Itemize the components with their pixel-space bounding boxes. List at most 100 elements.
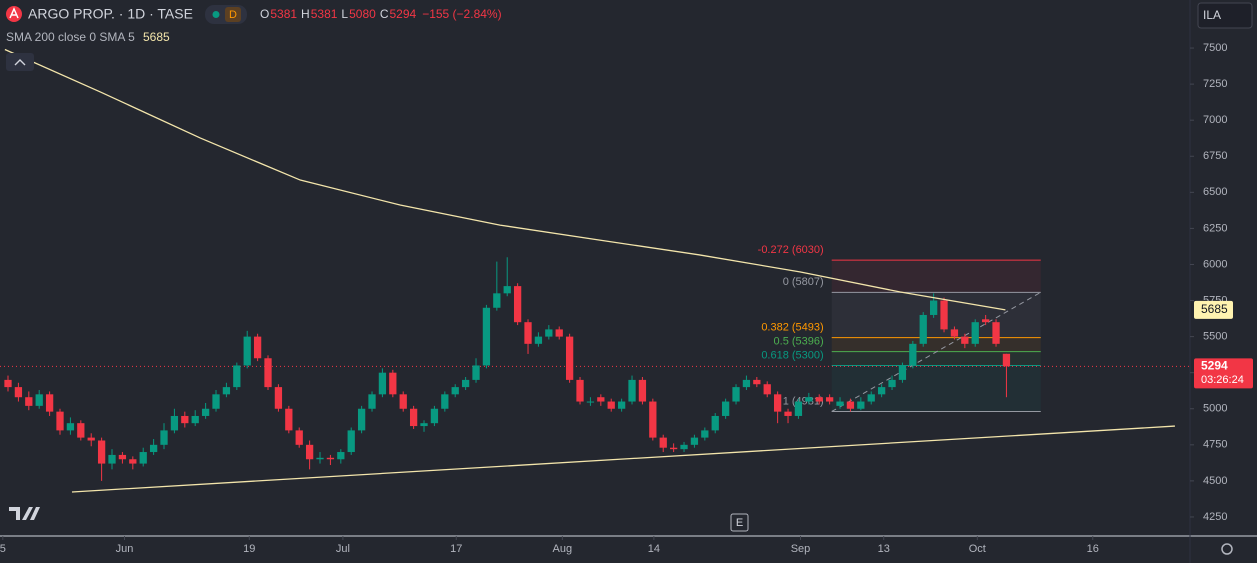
y-tick-label: 7000: [1203, 114, 1227, 126]
candle-body: [295, 430, 303, 445]
candle-body: [628, 379, 636, 402]
candle-body: [212, 394, 220, 409]
candle-body: [857, 401, 865, 409]
y-tick-label: 6000: [1203, 258, 1227, 270]
candle-body: [545, 329, 553, 337]
candle-body: [378, 372, 387, 395]
candle-body: [981, 319, 990, 323]
candle-body: [4, 379, 12, 388]
candle-body: [139, 452, 147, 464]
candle-body: [233, 365, 241, 388]
candle-body: [253, 336, 262, 359]
candle-body: [919, 314, 927, 344]
sma-price-tag-label: 5685: [1201, 302, 1228, 316]
candle-body: [836, 401, 844, 406]
event-marker[interactable]: E: [736, 517, 743, 529]
candle-body: [576, 379, 584, 402]
candle-body: [368, 394, 376, 409]
candle-body: [87, 437, 95, 441]
candle-body: [118, 454, 127, 460]
x-tick-label: Jul: [336, 543, 350, 555]
y-tick-label: 6500: [1203, 186, 1227, 198]
candle-body: [524, 322, 532, 344]
settings-icon[interactable]: [1221, 543, 1233, 555]
candle-body: [721, 401, 730, 416]
chevron-icon: [14, 59, 26, 66]
x-tick-label: Oct: [969, 543, 986, 555]
ohlc-legend: O 5381 H 5381 L 5080 C 5294 −155 (−2.84%): [260, 7, 502, 21]
candle-body: [513, 286, 522, 323]
x-tick-label: 14: [648, 543, 660, 555]
candle-body: [285, 408, 293, 431]
fib-zone: [831, 292, 1041, 338]
candle-body: [649, 401, 657, 438]
y-tick-label: 4750: [1203, 439, 1227, 451]
price-change: −155 (−2.84%): [422, 7, 501, 21]
candle-body: [77, 423, 85, 438]
candle-body: [742, 379, 751, 388]
fib-label: 1 (4981): [783, 395, 824, 407]
x-tick-label: 16: [1087, 543, 1099, 555]
candle-body: [493, 293, 501, 308]
x-tick-label: Jun: [116, 543, 134, 555]
sma-line: [4, 48, 1006, 311]
candle-body: [160, 430, 168, 445]
candle-body: [992, 322, 1000, 344]
candle-body: [961, 336, 969, 344]
candle-body: [597, 397, 605, 402]
ohlc-key: O: [260, 7, 269, 21]
candle-body: [680, 444, 688, 450]
candle-body: [753, 379, 761, 385]
candle-body: [659, 437, 667, 448]
ohlc-value: 5080: [349, 7, 376, 21]
candle-body: [149, 444, 158, 453]
fib-zone: [831, 260, 1041, 293]
candle-body: [867, 394, 875, 402]
candle-body: [337, 452, 345, 460]
y-tick-label: 4250: [1203, 511, 1227, 523]
candle-body: [264, 358, 272, 388]
candle-body: [430, 408, 439, 424]
ohlc-value: 5294: [389, 7, 416, 21]
candle-body: [503, 286, 511, 294]
candle-body: [565, 336, 574, 380]
candle-body: [846, 401, 855, 409]
candle-body: [326, 457, 335, 460]
candle-body: [243, 336, 251, 366]
last-price-tag-label: 5294: [1201, 359, 1228, 373]
candle-body: [732, 387, 740, 402]
candle-body: [35, 394, 43, 406]
y-tick-label: 5000: [1203, 403, 1227, 415]
y-tick-label: 7250: [1203, 78, 1227, 90]
ohlc-value: 5381: [270, 7, 297, 21]
y-tick-label: 6750: [1203, 150, 1227, 162]
candle-body: [409, 408, 418, 427]
brand-logo: [9, 507, 40, 520]
candle-body: [274, 387, 283, 409]
fib-zone: [831, 351, 1041, 366]
y-tick-label: 5500: [1203, 331, 1227, 343]
candle-body: [711, 415, 719, 431]
fib-diagonal: [831, 291, 1042, 412]
y-tick-label: 6250: [1203, 222, 1227, 234]
symbol-title: ARGO PROP. · 1D · TASE: [28, 6, 193, 22]
x-tick-label: 19: [243, 543, 255, 555]
x-tick-label: 5: [0, 543, 6, 555]
collapse-button[interactable]: [6, 53, 34, 71]
currency-button[interactable]: [1197, 2, 1253, 29]
ohlc-key: C: [380, 7, 389, 21]
candle-body: [950, 329, 959, 337]
candle-body: [909, 343, 917, 366]
candle-body: [201, 408, 210, 416]
ohlc-key: L: [341, 7, 348, 21]
candle-body: [389, 372, 397, 395]
candle-body: [56, 411, 64, 431]
candle-body: [181, 415, 189, 424]
sma-legend-value: 5685: [143, 30, 170, 44]
candle-body: [357, 408, 366, 431]
candle-body: [222, 387, 231, 395]
candle-body: [701, 430, 709, 438]
event-marker-box[interactable]: [730, 513, 749, 532]
fib-zone: [831, 337, 1041, 352]
